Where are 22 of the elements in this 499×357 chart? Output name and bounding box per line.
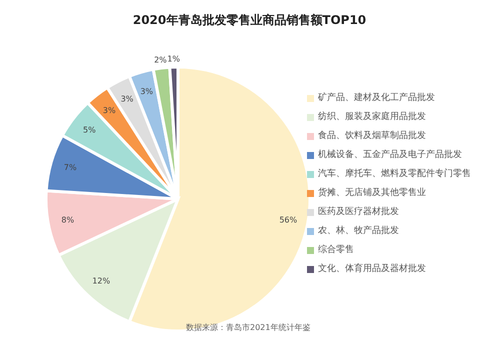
legend-label: 食品、饮料及烟草制品批发 — [318, 130, 426, 143]
legend-label: 医药及医疗器材批发 — [318, 206, 399, 219]
legend-label: 汽车、摩托车、燃料及零配件专门零售 — [318, 168, 471, 181]
data-label: 3% — [120, 94, 134, 104]
source-note: 数据来源：青岛市2021年统计年鉴 — [186, 322, 310, 333]
data-label: 1% — [167, 54, 180, 64]
legend-label: 农、林、牧产品批发 — [318, 224, 399, 238]
data-label: 3% — [140, 86, 154, 96]
data-label: 56% — [279, 216, 298, 225]
data-label: 2% — [154, 56, 168, 65]
data-label: 12% — [92, 276, 110, 286]
legend-label: 矿产品、建材及化工产品批发 — [318, 92, 435, 105]
legend-label: 纺织、服装及家庭用品批发 — [318, 110, 426, 124]
data-label: 5% — [82, 126, 96, 135]
data-label: 8% — [61, 216, 75, 225]
legend-label: 综合零售 — [318, 244, 354, 257]
legend-label: 货摊、无店铺及其他零售业 — [318, 186, 426, 200]
data-label: 7% — [64, 163, 77, 172]
legend-label: 文化、体育用品及器材批发 — [318, 262, 426, 276]
chart-title: 2020年青岛批发零售业商品销售额TOP10 — [132, 12, 368, 29]
data-label: 3% — [102, 106, 116, 115]
legend-label: 机械设备、五金产品及电子产品批发 — [318, 148, 462, 162]
